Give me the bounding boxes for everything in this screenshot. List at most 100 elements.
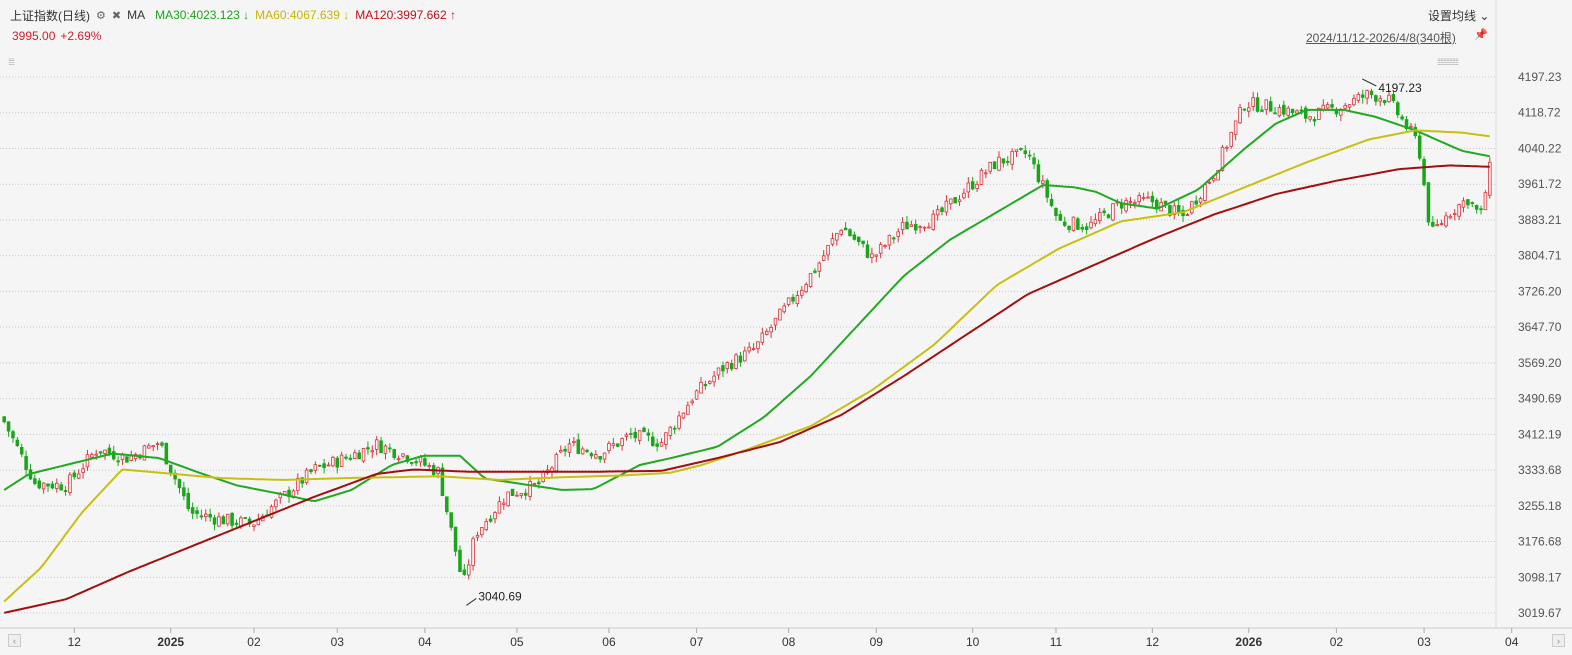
candle-body: [208, 513, 212, 518]
candle-body: [865, 244, 870, 258]
candle-body: [493, 512, 497, 520]
close-circle-icon[interactable]: ✖: [111, 9, 122, 22]
candle-body: [98, 451, 103, 454]
candle-body: [309, 469, 313, 473]
candle-body: [168, 464, 173, 473]
candle-body: [1194, 200, 1198, 205]
ma30-value: MA30:4023.123 ↓: [155, 8, 250, 22]
set-ma-button[interactable]: 设置均线 ⌄: [1428, 9, 1490, 23]
candle-body: [935, 209, 940, 216]
y-tick-label: 3098.17: [1518, 570, 1562, 584]
candle-body: [1365, 90, 1369, 99]
candle-body: [204, 513, 208, 517]
candle-body: [1268, 101, 1273, 112]
candle-body: [370, 450, 375, 453]
x-tick-label: 2025: [157, 635, 184, 649]
candle-body: [734, 354, 738, 369]
candle-body: [510, 488, 515, 496]
scroll-left-button[interactable]: ‹: [8, 634, 21, 647]
candle-body: [808, 273, 813, 287]
candle-body: [1093, 219, 1098, 225]
candle-body: [712, 375, 716, 383]
candle-body: [59, 484, 63, 491]
candle-body: [111, 451, 116, 460]
candle-body: [1330, 104, 1334, 108]
candle-body: [239, 517, 243, 527]
pin-icon[interactable]: 📌: [1474, 29, 1488, 41]
candle-body: [392, 449, 396, 459]
date-range[interactable]: 2024/11/12-2026/4/8(340根): [1306, 31, 1456, 45]
candle-body: [523, 492, 528, 496]
candle-body: [677, 415, 681, 429]
candle-body: [1308, 116, 1312, 120]
candle-body: [672, 427, 677, 430]
candle-body: [46, 483, 50, 487]
candle-body: [918, 226, 922, 228]
drag-handle-left[interactable]: ⁞⁞⁞⁞: [8, 57, 15, 67]
candle-body: [909, 224, 914, 227]
candle-body: [773, 317, 778, 326]
candle-body: [164, 442, 169, 465]
x-tick-label: 11: [1050, 635, 1063, 649]
candle-body: [212, 517, 217, 525]
candle-body: [637, 430, 642, 441]
candle-body: [760, 332, 765, 343]
candle-body: [76, 473, 81, 479]
candle-body: [594, 454, 598, 459]
candle-body: [1071, 216, 1076, 232]
candle-body: [532, 483, 537, 485]
candle-body: [690, 400, 694, 404]
candle-body: [1220, 146, 1225, 171]
candle-body: [484, 521, 489, 531]
candle-body: [151, 445, 155, 447]
max-annotation-arrow: [1362, 78, 1377, 87]
candle-body: [1431, 221, 1435, 227]
candle-body: [664, 432, 668, 445]
candle-body: [764, 330, 769, 335]
candle-body: [366, 447, 370, 450]
scroll-right-button[interactable]: ›: [1552, 634, 1565, 647]
candle-body: [1347, 104, 1352, 108]
candle-body: [633, 431, 638, 439]
candle-body: [1076, 218, 1080, 230]
candle-body: [1382, 100, 1387, 104]
candle-body: [50, 483, 55, 489]
candle-body: [576, 439, 581, 454]
candle-body: [449, 512, 453, 528]
candle-body: [1343, 105, 1347, 109]
candle-body: [243, 517, 247, 519]
candle-body: [1435, 224, 1439, 227]
candle-body: [1409, 125, 1413, 128]
candle-body: [607, 443, 611, 451]
candle-body: [703, 384, 708, 387]
candle-body: [353, 452, 357, 459]
candle-body: [1080, 227, 1085, 230]
candle-body: [659, 442, 664, 447]
candle-body: [1216, 170, 1220, 181]
candle-body: [721, 365, 725, 372]
min-annotation-arrow: [466, 598, 477, 606]
candle-body: [778, 308, 782, 321]
candle-body: [515, 494, 519, 497]
y-tick-label: 3647.70: [1518, 320, 1562, 334]
drag-handle-right[interactable]: ⁞⁞⁞⁞⁞⁞⁞⁞⁞⁞⁞⁞⁞⁞: [1437, 57, 1459, 67]
candle-body: [453, 526, 458, 552]
candle-body: [63, 490, 68, 492]
candle-body: [957, 199, 962, 202]
candle-body: [33, 478, 37, 484]
candle-body: [1032, 157, 1036, 165]
candle-body: [471, 538, 475, 566]
candle-body: [1198, 198, 1203, 203]
candle-body: [1124, 200, 1128, 212]
gear-icon[interactable]: ⚙: [96, 9, 106, 22]
candle-body: [409, 462, 414, 464]
candle-body: [1391, 94, 1396, 102]
candle-body: [563, 448, 567, 452]
candle-body: [756, 341, 760, 349]
y-tick-label: 3490.69: [1518, 392, 1562, 406]
candle-body: [716, 367, 721, 376]
candle-body: [900, 221, 905, 231]
candle-body: [681, 412, 686, 419]
y-tick-label: 3883.21: [1518, 213, 1562, 227]
